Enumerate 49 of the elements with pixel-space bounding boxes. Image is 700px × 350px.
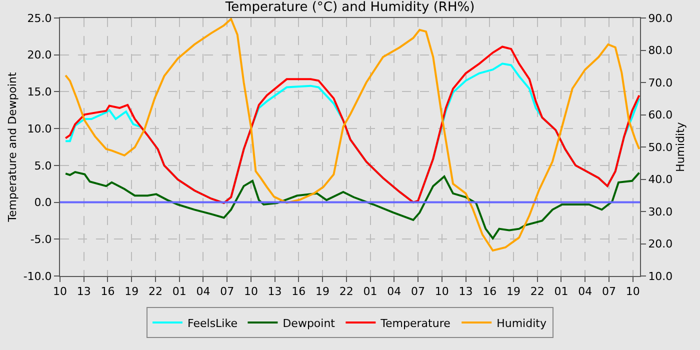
legend-label: Humidity [496, 316, 547, 330]
x-tick-label: 04 [387, 285, 402, 298]
y-tick-label: 20.0 [27, 48, 52, 62]
y-tick-label: 15.0 [27, 86, 52, 99]
x-tick-label: 10 [244, 285, 258, 298]
x-tick-label: 01 [554, 285, 568, 298]
y-tick-label: -10.0 [23, 270, 52, 283]
x-tick-label: 10 [53, 285, 67, 298]
y-tick-label: 0.0 [34, 196, 52, 210]
y2-axis-title: Humidity [674, 122, 687, 172]
x-tick-label: 19 [316, 285, 330, 298]
chart-title: Temperature (°C) and Humidity (RH%) [224, 0, 475, 15]
y2-tick-label: 70.0 [648, 76, 673, 90]
x-tick-label: 19 [124, 285, 139, 298]
x-tick-label: 07 [411, 285, 426, 298]
x-tick-label: 13 [76, 285, 91, 298]
x-tick-label: 04 [196, 285, 210, 298]
x-tick-label: 22 [530, 285, 544, 298]
x-tick-label: 10 [434, 285, 449, 298]
y-tick-label: 25.0 [27, 12, 52, 25]
x-tick-label: 16 [100, 285, 115, 298]
y-axis-title: Temperature and Dewpoint [6, 71, 19, 223]
legend-label: Temperature [380, 316, 451, 330]
legend-label: Dewpoint [282, 316, 336, 330]
x-tick-label: 13 [458, 285, 473, 298]
x-tick-label: 16 [292, 285, 306, 298]
x-tick-label: 22 [148, 285, 162, 298]
x-tick-label: 07 [220, 285, 234, 298]
y2-tick-label: 40.0 [648, 173, 673, 186]
y-tick-label: 10.0 [27, 122, 52, 136]
y2-tick-label: 50.0 [648, 140, 673, 154]
x-tick-label: 01 [363, 285, 378, 298]
legend-label: FeelsLike [188, 316, 238, 330]
x-tick-label: 07 [602, 285, 616, 298]
x-tick-label: 10 [626, 285, 640, 298]
y2-tick-label: 10.0 [648, 270, 673, 283]
x-tick-label: 01 [172, 285, 186, 298]
x-tick-label: 19 [506, 285, 520, 298]
x-tick-label: 04 [578, 285, 592, 298]
y2-tick-label: 20.0 [648, 238, 673, 251]
y2-tick-label: 90.0 [648, 12, 673, 25]
y-tick-label: 5.0 [34, 159, 52, 172]
y2-tick-label: 60.0 [648, 108, 673, 122]
y2-tick-label: 80.0 [648, 44, 673, 58]
x-tick-label: 13 [268, 285, 282, 298]
x-tick-label: 22 [339, 285, 354, 298]
y-tick-label: -5.0 [30, 232, 52, 246]
y2-tick-label: 30.0 [648, 205, 673, 218]
x-tick-label: 16 [482, 285, 497, 298]
